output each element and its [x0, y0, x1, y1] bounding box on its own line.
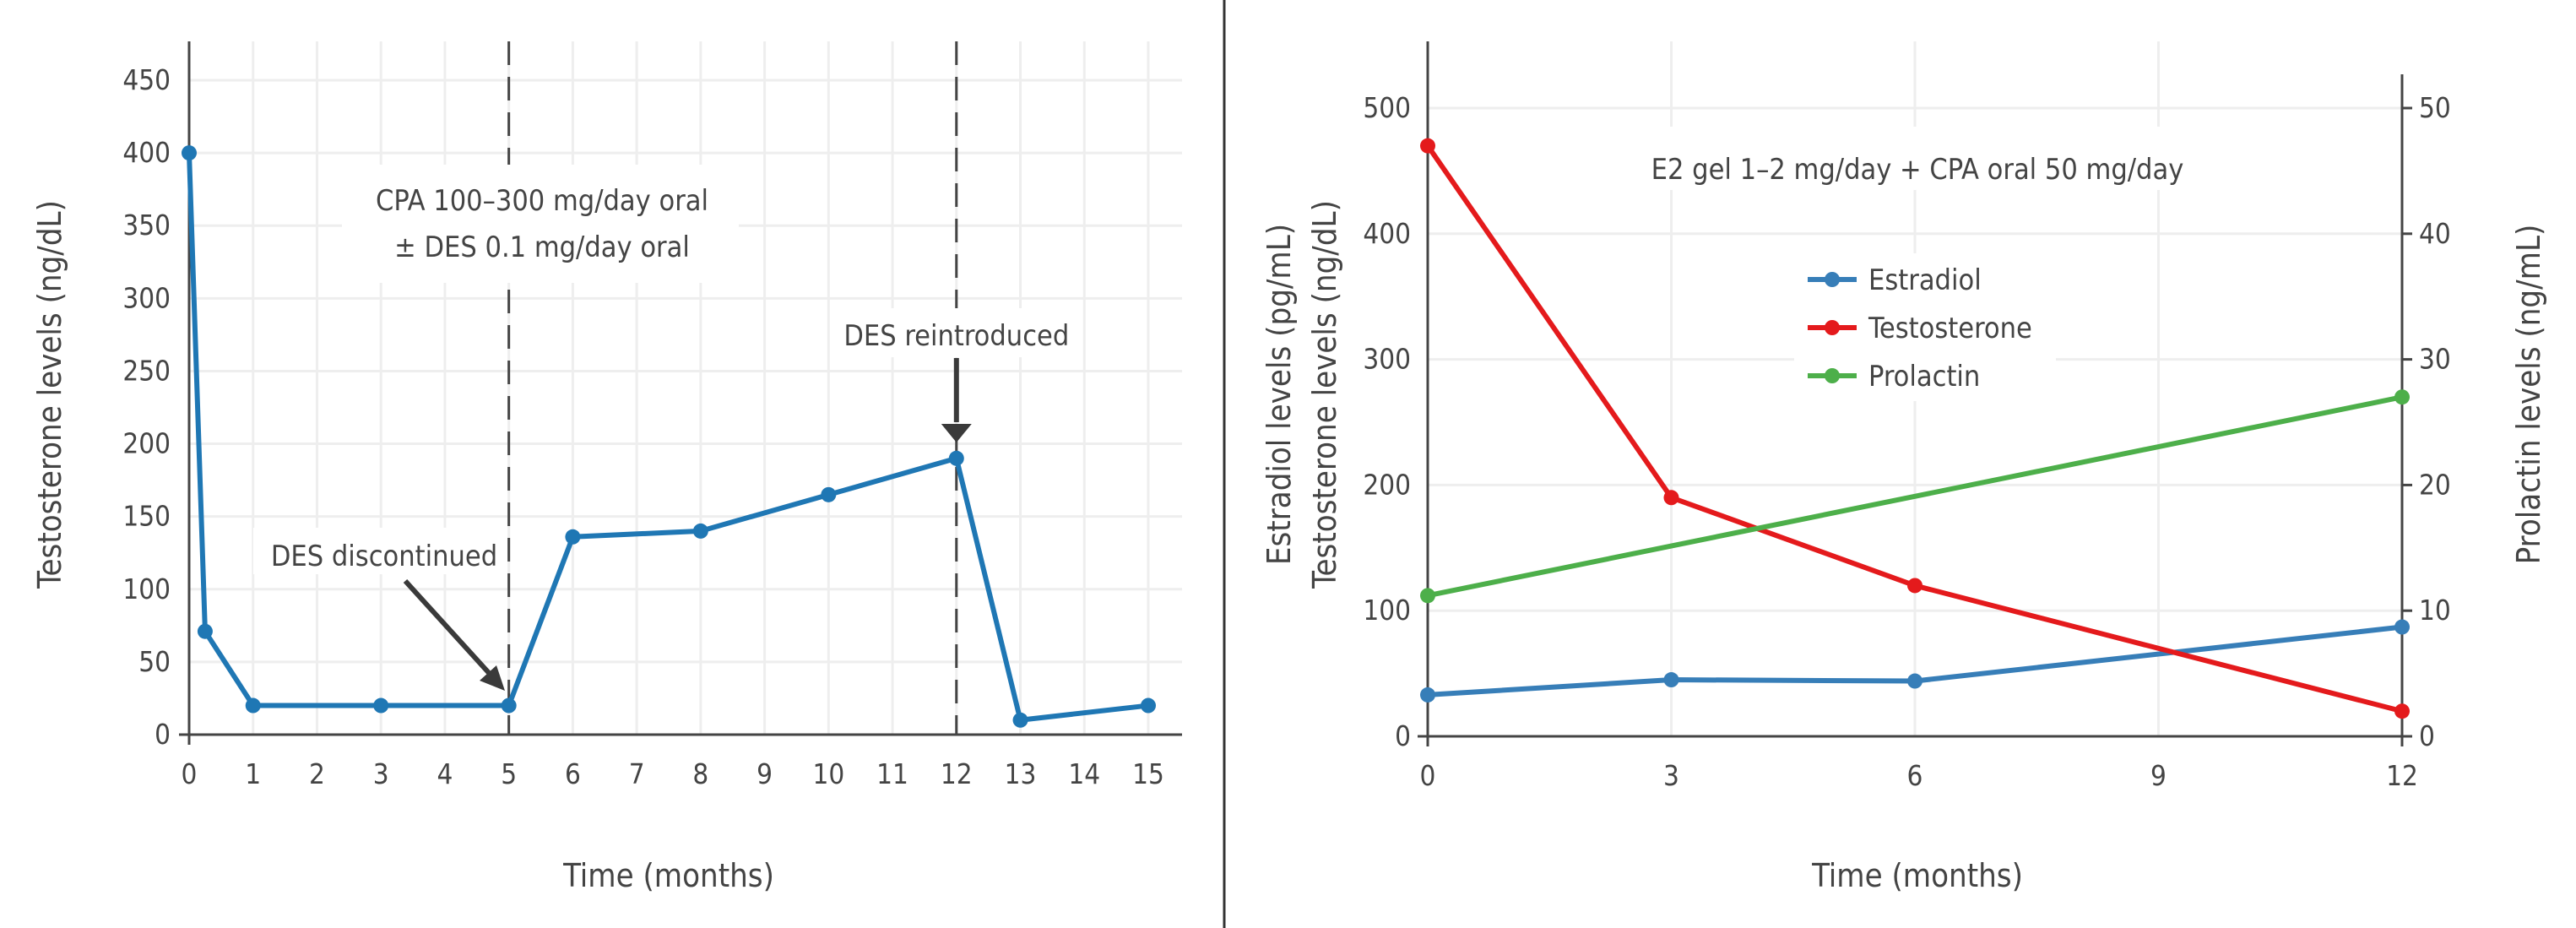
- y-tick-label: 150: [122, 500, 171, 533]
- x-tick-label: 15: [1132, 757, 1164, 790]
- data-point: [1012, 712, 1028, 728]
- data-point: [1141, 697, 1156, 714]
- data-point: [821, 486, 837, 502]
- y-tick-label: 400: [122, 136, 171, 169]
- des-discontinued-annotation: DES discontinued: [271, 540, 497, 573]
- prolactin-data-point: [1420, 588, 1435, 604]
- x-tick-label: 5: [501, 757, 517, 790]
- x-tick-label: 3: [373, 757, 389, 790]
- y-tick-label: 500: [1363, 91, 1411, 124]
- data-point: [501, 697, 517, 714]
- legend-swatch-marker: [1825, 320, 1840, 335]
- prolactin-line: [1427, 394, 2403, 599]
- y-tick-label: 200: [1363, 468, 1411, 501]
- des-reintroduced-annotation: DES reintroduced: [843, 319, 1069, 353]
- estradiol-data-point: [2394, 619, 2410, 635]
- estradiol-data-point: [1663, 672, 1679, 688]
- y-tick-label: 300: [1363, 343, 1411, 376]
- testosterone-data-point: [1663, 490, 1679, 506]
- testosterone-data-point: [1420, 138, 1435, 154]
- annotation-background: [253, 528, 507, 574]
- x-tick-label: 11: [876, 757, 908, 790]
- prolactin-data-point: [2394, 389, 2410, 405]
- y-tick-label: 100: [122, 573, 171, 605]
- right-y-axis-title-testosterone: Testosterone levels (ng/dL): [1306, 200, 1343, 589]
- x-tick-label: 6: [565, 757, 581, 790]
- y2-tick-label: 30: [2419, 343, 2451, 376]
- y-tick-label: 450: [122, 63, 171, 96]
- x-tick-label: 9: [757, 757, 773, 790]
- y-tick-label: 400: [1363, 217, 1411, 250]
- x-tick-label: 12: [941, 757, 973, 790]
- x-tick-label: 4: [437, 757, 453, 790]
- y2-tick-label: 50: [2419, 91, 2451, 124]
- legend-swatch-marker: [1825, 368, 1840, 383]
- y-tick-label: 350: [122, 209, 171, 241]
- annotation-background: [1604, 127, 2229, 190]
- estradiol-line: [1427, 624, 2403, 697]
- x-tick-label: 3: [1663, 759, 1679, 792]
- testosterone-data-point: [1907, 578, 1923, 594]
- annotation-background: [836, 308, 1081, 357]
- legend-label: Estradiol: [1868, 263, 1982, 297]
- testosterone-line: [1425, 144, 2403, 714]
- legend-label: Testosterone: [1868, 312, 2032, 345]
- legend-label: Prolactin: [1868, 360, 1980, 393]
- data-point: [948, 450, 964, 466]
- right-y2-axis-title: Prolactin levels (ng/mL): [2510, 225, 2547, 565]
- data-point: [182, 145, 197, 161]
- y-tick-label: 250: [122, 354, 171, 387]
- y2-tick-label: 20: [2419, 468, 2451, 501]
- y-tick-label: 0: [1395, 719, 1411, 752]
- regimen-annotation: E2 gel 1–2 mg/day + CPA oral 50 mg/day: [1651, 153, 2184, 187]
- data-point: [373, 697, 389, 714]
- data-point: [245, 697, 261, 714]
- legend-swatch-marker: [1825, 272, 1840, 287]
- y-tick-label: 100: [1363, 594, 1411, 627]
- x-tick-label: 14: [1068, 757, 1100, 790]
- y-tick-label: 50: [138, 645, 171, 678]
- y-tick-label: 0: [155, 718, 171, 751]
- x-tick-label: 0: [1420, 759, 1436, 792]
- x-tick-label: 13: [1005, 757, 1037, 790]
- y-tick-label: 300: [122, 281, 171, 314]
- data-point: [197, 623, 213, 639]
- left-y-axis-title: Testosterone levels (ng/dL): [31, 200, 68, 589]
- reintroduced-arrow-head: [941, 424, 972, 442]
- y-tick-label: 200: [122, 427, 171, 460]
- left-chart: 0 1 2 3 4 5 6 7 8 9 10 11 12 13 14 15050100150200250300…: [122, 41, 1182, 790]
- estradiol-data-point: [1420, 687, 1435, 703]
- y2-tick-label: 0: [2419, 719, 2435, 752]
- x-tick-label: 9: [2150, 759, 2167, 792]
- y2-tick-label: 10: [2419, 594, 2451, 627]
- data-point: [692, 523, 708, 539]
- x-tick-label: 8: [692, 757, 708, 790]
- x-tick-label: 2: [309, 757, 325, 790]
- y2-tick-label: 40: [2419, 217, 2451, 250]
- x-tick-label: 6: [1907, 759, 1923, 792]
- discontinued-arrow-shaft: [403, 578, 492, 676]
- x-tick-label: 7: [629, 757, 645, 790]
- regimen-annotation-line1: CPA 100–300 mg/day oral: [376, 184, 708, 218]
- annotation-background: [342, 165, 739, 283]
- left-x-axis-title: Time (months): [562, 857, 774, 894]
- data-point: [565, 529, 581, 545]
- x-tick-label: 12: [2386, 759, 2418, 792]
- x-tick-label: 0: [182, 757, 198, 790]
- regimen-annotation-line2: ± DES 0.1 mg/day oral: [394, 231, 690, 264]
- estradiol-data-point: [1907, 673, 1923, 689]
- testosterone-data-point: [2394, 703, 2410, 719]
- x-tick-label: 10: [812, 757, 844, 790]
- discontinued-arrow-head: [480, 665, 505, 691]
- right-y-axis-title-estradiol: Estradiol levels (pg/mL): [1261, 224, 1298, 565]
- x-tick-label: 1: [245, 757, 261, 790]
- right-x-axis-title: Time (months): [1811, 857, 2023, 894]
